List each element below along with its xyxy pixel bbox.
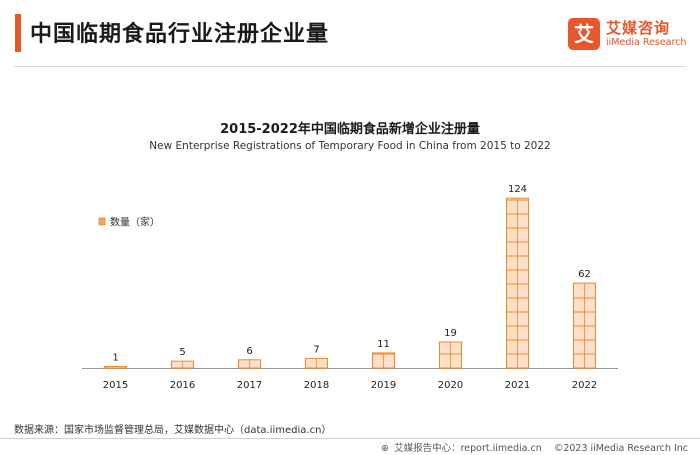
x-tick-label: 2021 [505,380,530,391]
brand-logo[interactable]: 艾 艾媒咨询 iiMedia Research [568,18,686,54]
brand-name: 艾媒咨询 [606,19,671,37]
x-tick-label: 2022 [572,380,597,391]
chart-title: 2015-2022年中国临期食品新增企业注册量 [220,122,480,137]
x-tick-label: 2018 [304,380,329,391]
data-label: 11 [377,339,390,350]
data-label: 62 [578,269,591,280]
legend-label: 数量（家） [110,216,160,229]
x-tick-label: 2017 [237,380,262,391]
data-label: 124 [508,184,527,195]
data-source-note: 数据来源：国家市场监督管理总局，艾媒数据中心（data.iimedia.cn） [14,425,332,436]
x-tick-label: 2016 [170,380,195,391]
x-tick-label: 2020 [438,380,463,391]
footer: ⊕ 艾媒报告中心：report.iimedia.cn ©2023 iiMedia… [379,440,688,454]
bar-chart: 数量（家） 1 2015 5 2016 6 2017 7 2018 11 2019 19 2020 124… [82,184,618,391]
title-accent-bar [15,14,21,52]
brand-mark-icon: 艾 [568,18,600,50]
legend-swatch [98,217,106,226]
x-tick-label: 2019 [371,380,396,391]
data-label: 5 [179,347,185,358]
page-title: 中国临期食品行业注册企业量 [30,22,330,47]
footer-report-link[interactable]: 艾媒报告中心：report.iimedia.cn [394,443,542,454]
data-label: 19 [444,328,457,339]
data-label: 7 [313,344,319,355]
x-tick-label: 2015 [103,380,128,391]
footer-divider [0,438,700,439]
bar-2015 [104,366,127,369]
data-label: 1 [112,353,118,364]
data-label: 6 [246,346,252,357]
brand-subtitle: iiMedia Research [606,37,687,48]
footer-copyright: ©2023 iiMedia Research Inc [553,443,688,454]
chart-subtitle: New Enterprise Registrations of Temporar… [149,140,551,152]
header-divider [14,66,686,67]
report-center-icon: ⊕ [381,443,390,454]
